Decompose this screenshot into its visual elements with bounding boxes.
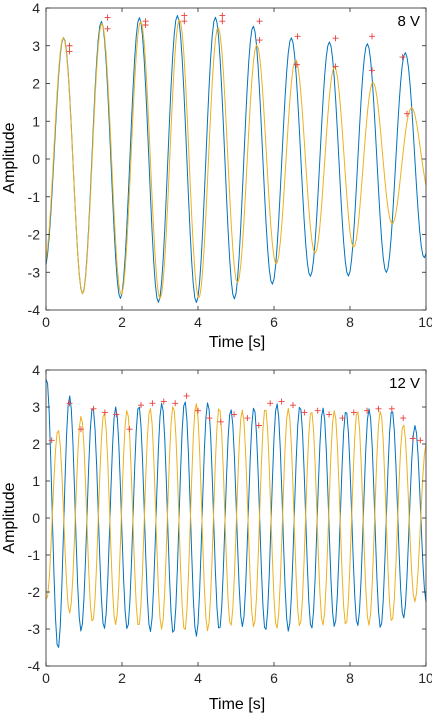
peak-marker [369, 33, 376, 40]
peak-marker [219, 18, 226, 25]
peak-marker [293, 61, 300, 68]
y-tick-label: -3 [28, 621, 41, 637]
peak-marker [66, 42, 73, 49]
peak-marker [399, 54, 406, 61]
peak-marker [409, 435, 416, 442]
y-tick-label: 0 [32, 510, 40, 526]
peak-marker [149, 400, 156, 407]
peak-marker [375, 405, 382, 412]
series-line-1 [45, 403, 427, 632]
x-tick-label: 8 [346, 314, 354, 330]
peak-marker [332, 35, 339, 42]
peak-marker [267, 400, 274, 407]
chart-annotation-8v: 8 V [397, 13, 420, 30]
series-line-1 [45, 19, 427, 300]
peak-marker [181, 18, 188, 25]
peak-marker [255, 422, 262, 429]
y-tick-label: -4 [28, 658, 41, 674]
peak-marker [417, 437, 424, 444]
peak-marker [160, 398, 167, 405]
y-tick-label: 0 [32, 151, 40, 167]
y-tick-label: -1 [28, 189, 41, 205]
peak-marker [294, 33, 301, 40]
y-axis-label: Amplitude [1, 482, 18, 553]
peak-marker [90, 405, 97, 412]
peak-marker [301, 409, 308, 416]
peak-marker [104, 25, 111, 32]
x-axis-label: Time [s] [209, 696, 265, 713]
chart-annotation-12v: 12 V [389, 375, 420, 392]
y-tick-label: 2 [32, 76, 40, 92]
peak-marker [231, 411, 238, 418]
peak-marker [244, 415, 251, 422]
peak-marker [290, 402, 296, 409]
y-tick-label: -3 [28, 264, 41, 280]
x-tick-label: 10 [418, 314, 432, 330]
peak-marker [77, 426, 84, 433]
peak-marker [326, 411, 333, 418]
peak-marker [66, 48, 73, 55]
peak-marker [388, 405, 395, 412]
y-tick-label: 3 [32, 38, 40, 54]
x-tick-label: 4 [194, 670, 202, 686]
x-tick-label: 10 [418, 670, 432, 686]
y-tick-label: 4 [32, 362, 40, 378]
x-tick-label: 8 [346, 670, 354, 686]
y-tick-label: -2 [28, 227, 41, 243]
peak-marker [332, 63, 339, 70]
peak-marker [339, 415, 346, 422]
y-tick-label: -1 [28, 547, 41, 563]
peak-marker [256, 18, 263, 25]
peak-marker [369, 67, 376, 74]
peak-marker [217, 418, 224, 425]
x-tick-label: 0 [42, 314, 50, 330]
peak-marker [142, 21, 149, 28]
peak-marker [181, 12, 188, 19]
peak-marker [126, 426, 133, 433]
x-tick-label: 6 [270, 314, 278, 330]
peak-marker [350, 409, 357, 416]
x-tick-label: 6 [270, 670, 278, 686]
x-tick-label: 0 [42, 670, 50, 686]
peak-marker [183, 392, 190, 399]
plot-area [46, 8, 426, 310]
x-tick-label: 2 [118, 314, 126, 330]
peak-marker [256, 37, 263, 44]
peak-marker [195, 407, 201, 414]
y-tick-label: 4 [32, 0, 40, 16]
peak-marker [278, 398, 285, 405]
y-axis-label: Amplitude [1, 122, 18, 193]
panel-12v: 0 2 4 6 8 10 -4 -3 -2 -1 0 1 2 3 4 12 V Time [s] Amplitud… [1, 362, 432, 713]
x-tick-label: 4 [194, 314, 202, 330]
peak-marker [66, 400, 73, 407]
peak-marker [172, 400, 179, 407]
peak-marker [404, 110, 410, 117]
series-line-0 [45, 379, 427, 648]
peak-marker [104, 14, 111, 21]
peak-marker [314, 407, 321, 414]
series-line-0 [45, 15, 427, 303]
peak-marker [219, 12, 226, 19]
y-tick-label: 1 [32, 473, 40, 489]
x-axis-label: Time [s] [209, 334, 265, 351]
y-tick-label: 1 [32, 113, 40, 129]
x-tick-label: 2 [118, 670, 126, 686]
peak-marker [113, 411, 120, 418]
peak-marker [48, 437, 55, 444]
peak-marker [364, 407, 371, 414]
peak-marker [101, 409, 108, 416]
peak-marker [206, 415, 213, 422]
peak-marker [138, 402, 144, 409]
y-tick-label: -4 [28, 302, 41, 318]
peak-marker [400, 415, 407, 422]
y-tick-label: 3 [32, 399, 40, 415]
panel-8v: 0 2 4 6 8 10 -4 -3 -2 -1 0 1 2 3 4 8 V Time [s] Amplitude [1, 0, 432, 351]
y-tick-label: -2 [28, 584, 41, 600]
y-tick-label: 2 [32, 436, 40, 452]
